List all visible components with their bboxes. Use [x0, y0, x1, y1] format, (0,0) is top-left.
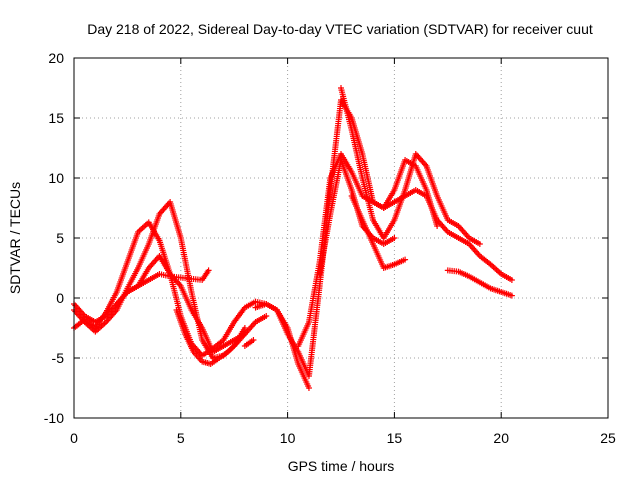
data-point	[476, 241, 483, 247]
y-tick-label: 0	[56, 290, 64, 306]
series-satellite-track-5	[173, 307, 248, 367]
series-satellite-track-10	[348, 193, 409, 271]
series-satellite-track-12	[241, 337, 257, 349]
y-tick-label: 15	[48, 110, 64, 126]
y-tick-label: 20	[48, 50, 64, 66]
data-point	[241, 331, 248, 337]
data-point	[402, 256, 409, 263]
y-tick-label: -10	[44, 410, 64, 426]
axis-ticks: 0 5 10 15 20 25 -10 -5 0 5 10 15 20	[44, 50, 616, 446]
series-satellite-track-9	[338, 85, 483, 247]
grid-lines	[74, 58, 608, 418]
series-satellite-track-11	[444, 267, 515, 299]
y-tick-label: 5	[56, 230, 64, 246]
chart-title: Day 218 of 2022, Sidereal Day-to-day VTE…	[87, 21, 593, 37]
data-points	[71, 85, 515, 391]
series-satellite-track-1	[71, 219, 312, 391]
data-point	[241, 325, 248, 331]
y-axis-label: SDTVAR / TECUs	[7, 182, 23, 294]
x-tick-label: 5	[177, 430, 185, 446]
y-tick-label: -5	[52, 350, 65, 366]
data-point	[391, 235, 398, 241]
data-point	[250, 337, 257, 343]
series-satellite-track-2	[71, 199, 248, 361]
series-satellite-track-8	[316, 157, 398, 277]
x-tick-label: 10	[280, 430, 296, 446]
x-tick-label: 0	[70, 430, 78, 446]
data-point	[434, 223, 441, 229]
y-tick-label: 10	[48, 170, 64, 186]
data-point	[263, 313, 270, 319]
x-tick-label: 20	[493, 430, 509, 446]
x-tick-label: 15	[387, 430, 403, 446]
data-point	[508, 292, 515, 299]
series-satellite-track-7	[295, 151, 515, 349]
data-point	[305, 385, 312, 391]
series-satellite-track-4	[113, 267, 212, 307]
data-point	[205, 267, 212, 274]
data-point	[508, 277, 515, 283]
x-axis-label: GPS time / hours	[288, 458, 395, 474]
x-tick-label: 25	[600, 430, 616, 446]
